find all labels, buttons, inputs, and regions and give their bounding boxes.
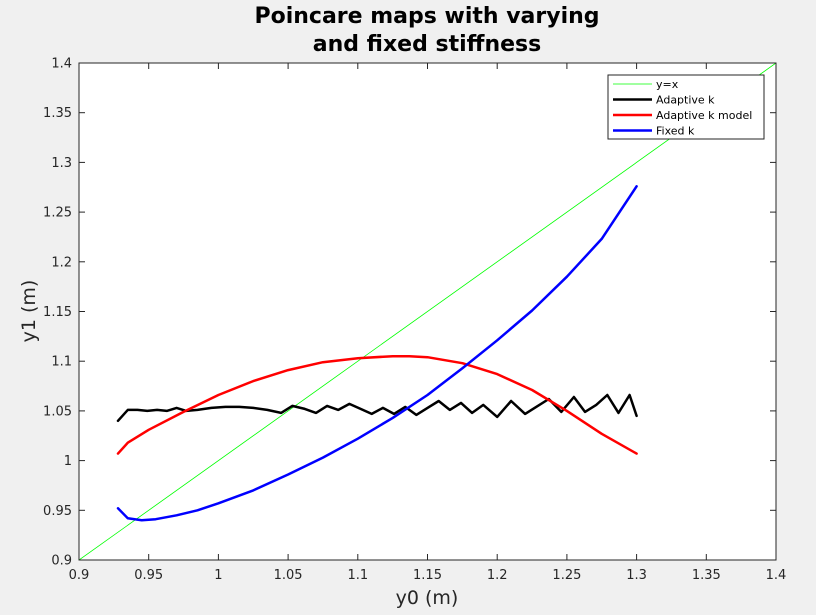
y-tick-label: 1.15 — [43, 305, 72, 320]
x-tick-label: 0.95 — [134, 568, 163, 583]
x-tick-label: 1 — [214, 568, 222, 583]
chart-title-line-2: and fixed stiffness — [313, 32, 542, 57]
y-tick-label: 1.35 — [43, 106, 72, 121]
legend-label-adaptive-k-model: Adaptive k model — [656, 109, 752, 122]
series-layer — [79, 63, 776, 560]
chart-title-line-1: Poincare maps with varying — [254, 4, 599, 29]
y-tick-label: 1.3 — [51, 156, 72, 171]
x-tick-label: 1.25 — [552, 568, 581, 583]
legend: y=x Adaptive k Adaptive k model Fixed k — [607, 74, 765, 140]
x-tick-label: 0.9 — [69, 568, 90, 583]
y-tick-label: 1.2 — [51, 255, 72, 270]
y-tick-label: 0.9 — [51, 554, 72, 569]
x-axis-label: y0 (m) — [396, 587, 459, 609]
legend-label-adaptive-k: Adaptive k — [656, 94, 715, 107]
x-tick-label: 1.4 — [766, 568, 787, 583]
y-tick-label: 1.4 — [51, 57, 72, 72]
y-tick-label: 1 — [64, 454, 72, 469]
x-axis: 0.9 0.95 1 1.05 1.1 1.15 1.2 1.25 1.3 1.35 1.4 — [69, 63, 787, 583]
x-tick-label: 1.15 — [413, 568, 442, 583]
x-tick-label: 1.05 — [274, 568, 303, 583]
x-tick-label: 1.1 — [347, 568, 368, 583]
x-tick-label: 1.3 — [626, 568, 647, 583]
series-line-y-x — [79, 63, 776, 560]
series-line-fixed-k — [116, 185, 638, 522]
series-line-adaptive-k-model — [116, 354, 638, 455]
y-tick-label: 1.25 — [43, 206, 72, 221]
x-tick-label: 1.35 — [692, 568, 721, 583]
y-tick-label: 1.1 — [51, 355, 72, 370]
y-tick-label: 0.95 — [43, 504, 72, 519]
legend-label-fixed-k: Fixed k — [656, 125, 695, 138]
y-tick-label: 1.05 — [43, 404, 72, 419]
legend-box — [607, 74, 765, 140]
y-axis: 0.9 0.95 1 1.05 1.1 1.15 1.2 1.25 1.3 1.35 1.4 — [43, 57, 776, 569]
y-axis-label: y1 (m) — [18, 280, 40, 343]
x-tick-label: 1.2 — [487, 568, 508, 583]
legend-label-y-x: y=x — [656, 78, 679, 91]
series-line-adaptive-k — [116, 393, 638, 423]
